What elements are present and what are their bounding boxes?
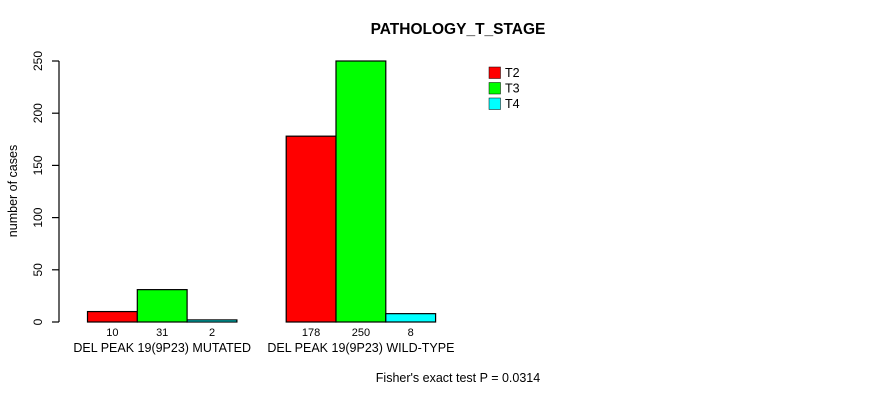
y-tick-label: 0 [31, 318, 45, 325]
chart-title: PATHOLOGY_T_STAGE [371, 21, 546, 38]
bar-T4-group1 [186, 319, 238, 323]
legend: T2 T3 T4 [488, 66, 520, 111]
x-labels: 10 31 2 DEL PEAK 19(9P23) MUTATED 178 250 8 DEL… [73, 327, 454, 355]
legend-label-t3: T3 [505, 82, 520, 96]
legend-label-t2: T2 [505, 66, 520, 80]
bar-value-label: 250 [352, 327, 370, 339]
bar-value-label: 31 [156, 327, 168, 339]
footnote: Fisher's exact test P = 0.0314 [376, 371, 540, 385]
bar-value-label: 2 [209, 327, 215, 339]
legend-label-t4: T4 [505, 97, 520, 111]
bar-value-label: 10 [106, 327, 118, 339]
bar-T3-group2 [335, 60, 387, 323]
bar-T3-group1 [136, 289, 188, 323]
legend-swatch-t4 [488, 97, 501, 110]
legend-swatch-t2 [488, 66, 501, 79]
y-tick-label: 50 [31, 263, 45, 277]
y-axis-label: number of cases [6, 145, 20, 237]
bar-T2-group1 [86, 310, 138, 323]
y-tick-label: 200 [31, 103, 45, 123]
legend-swatch-t3 [488, 82, 501, 95]
bar-T4-group2 [385, 313, 437, 323]
y-tick-label: 250 [31, 51, 45, 71]
bar-T2-group2 [285, 135, 337, 323]
y-tick-label: 150 [31, 155, 45, 175]
y-tick-label: 100 [31, 207, 45, 227]
bar-value-label: 178 [302, 327, 320, 339]
y-axis: 0 50 100 150 200 250 [31, 51, 60, 325]
group-label: DEL PEAK 19(9P23) MUTATED [73, 341, 251, 355]
group-label: DEL PEAK 19(9P23) WILD-TYPE [267, 341, 454, 355]
bars [86, 60, 437, 323]
bar-value-label: 8 [408, 327, 414, 339]
